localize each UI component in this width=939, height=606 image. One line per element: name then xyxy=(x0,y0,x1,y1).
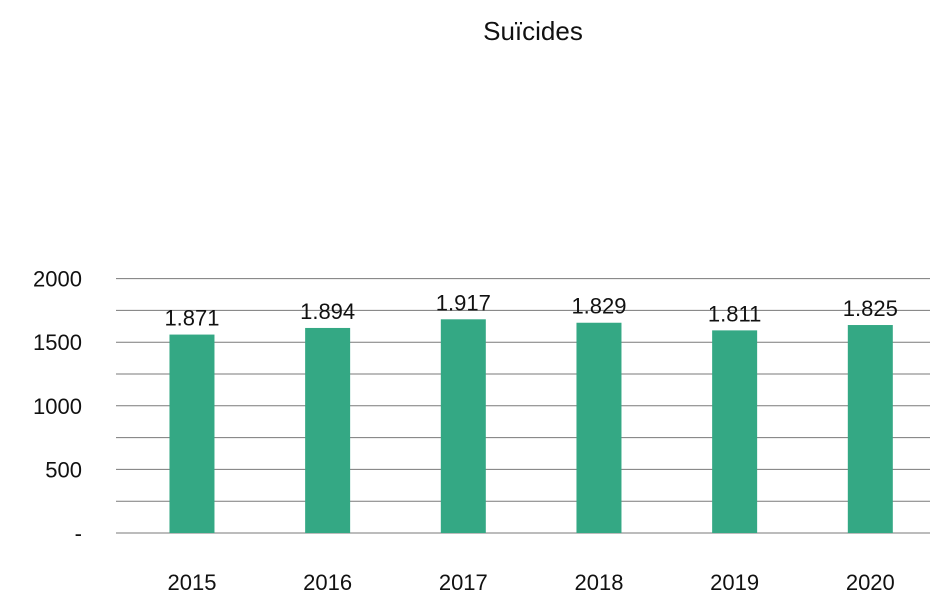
bars xyxy=(169,319,893,533)
bar-2020 xyxy=(847,325,893,533)
chart-title: Suïcides xyxy=(483,16,583,46)
bar-data-label: 1.871 xyxy=(164,306,219,331)
bar-data-label: 1.894 xyxy=(300,299,355,324)
x-tick-label: 2015 xyxy=(167,570,216,595)
y-tick-label: 500 xyxy=(45,457,82,482)
bar-2019 xyxy=(712,330,758,533)
bar-2016 xyxy=(305,327,351,533)
bar-data-label: 1.829 xyxy=(571,294,626,319)
x-tick-label: 2020 xyxy=(846,570,895,595)
bar-data-labels: 1.871 1.894 1.917 1.829 1.811 1.825 xyxy=(164,290,897,330)
x-tick-label: 2017 xyxy=(439,570,488,595)
bar-2015 xyxy=(169,334,215,533)
y-tick-label: 1000 xyxy=(33,394,82,419)
bar-data-label: 1.811 xyxy=(708,301,761,326)
y-tick-label: 2000 xyxy=(33,267,82,292)
x-tick-label: 2019 xyxy=(710,570,759,595)
y-axis-tick-labels: - 500 1000 1500 2000 xyxy=(33,267,82,546)
y-tick-label: 1500 xyxy=(33,330,82,355)
bar-2017 xyxy=(440,319,486,533)
bar-2018 xyxy=(576,322,622,533)
x-axis-tick-labels: 2015 2016 2017 2018 2019 2020 xyxy=(167,570,894,595)
bar-data-label: 1.917 xyxy=(436,290,491,315)
bar-data-label: 1.825 xyxy=(843,296,898,321)
x-tick-label: 2018 xyxy=(574,570,623,595)
gridlines xyxy=(116,278,930,534)
y-tick-label: - xyxy=(75,521,82,546)
x-tick-label: 2016 xyxy=(303,570,352,595)
